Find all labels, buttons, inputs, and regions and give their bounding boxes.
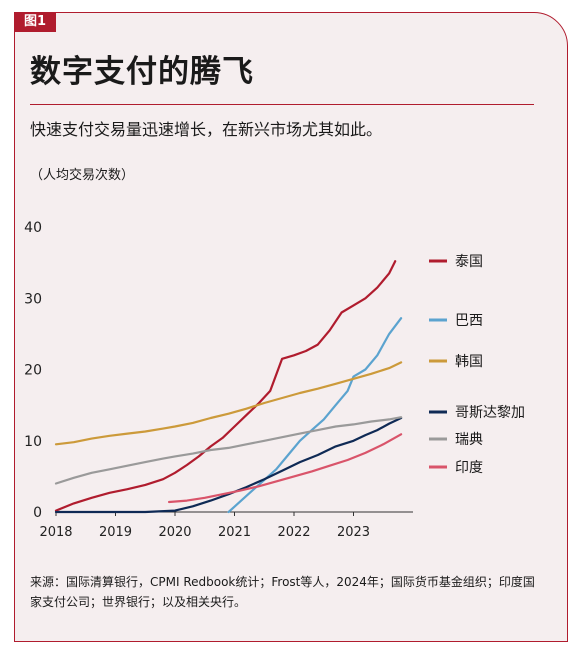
series-line [54,416,403,485]
x-tick-label: 2020 [158,525,191,540]
series-line [54,260,397,512]
x-tick-label: 2023 [337,525,370,540]
legend-label: 巴西 [455,313,483,329]
figure-title: 数字支付的腾飞 [30,54,254,90]
source-note: 来源：国际清算银行，CPMI Redbook统计；Frost等人，2024年；国… [30,575,535,609]
figure-subtitle: 快速支付交易量迅速增长，在新兴市场尤其如此。 [30,120,383,139]
y-tick-label: 0 [33,505,42,521]
figure-frame [14,12,568,642]
legend-label: 泰国 [455,254,483,270]
title-divider [30,104,534,105]
x-tick-label: 2022 [277,525,310,540]
y-axis-unit-label: （人均交易次数） [30,168,135,183]
y-tick-label: 30 [24,291,42,307]
legend-label: 韩国 [455,354,483,370]
x-tick-label: 2019 [99,525,132,540]
series-line [227,317,403,514]
series-line [168,433,403,504]
legend-label: 哥斯达黎加 [455,405,525,421]
x-tick-label: 2018 [39,525,72,540]
series-line [54,361,403,446]
y-tick-label: 10 [24,434,42,450]
y-tick-label: 40 [24,220,42,236]
series-line [54,416,403,514]
y-tick-label: 20 [24,363,42,379]
figure-tag: 图1 [14,12,57,32]
legend-label: 瑞典 [455,432,483,448]
legend-label: 印度 [455,460,483,476]
x-tick-label: 2021 [218,525,251,540]
